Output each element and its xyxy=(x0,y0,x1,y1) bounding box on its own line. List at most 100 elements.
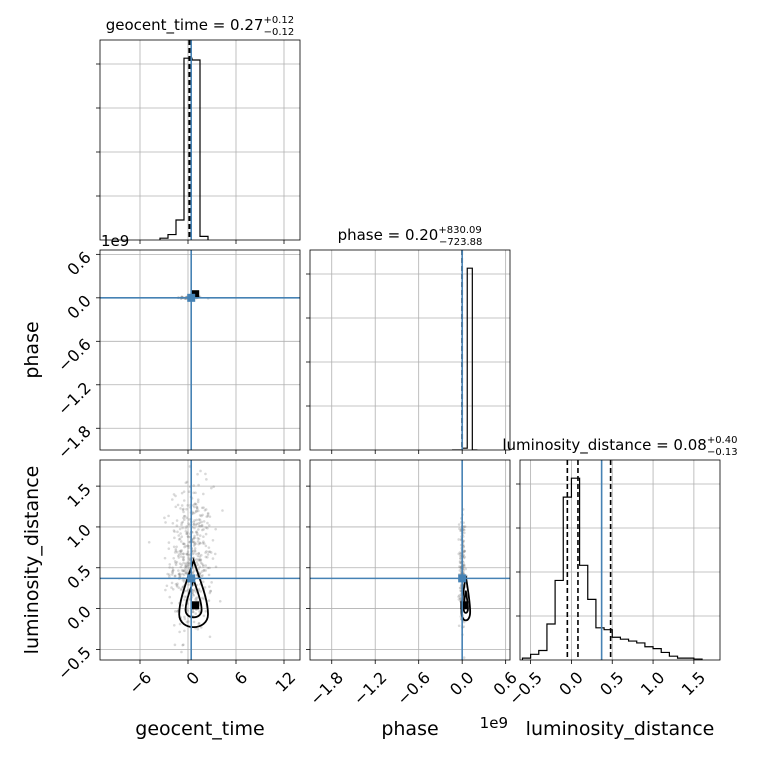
sample-point xyxy=(183,545,186,549)
sample-point xyxy=(179,550,183,554)
sample-point xyxy=(173,574,177,578)
sample-point xyxy=(202,568,206,572)
sample-point xyxy=(209,590,212,593)
sample-point xyxy=(201,574,204,577)
sample-point xyxy=(199,524,202,528)
sample-point xyxy=(174,548,178,551)
sample-point xyxy=(177,553,181,556)
sample-point xyxy=(459,597,462,601)
sample-point xyxy=(192,556,195,560)
sample-point xyxy=(194,596,198,600)
sample-point xyxy=(171,522,175,525)
sample-point xyxy=(187,583,191,586)
sample-point xyxy=(186,535,190,539)
y-tick-label: 1.5 xyxy=(63,480,94,511)
sample-point xyxy=(195,509,198,513)
sample-point xyxy=(462,525,466,529)
sample-point xyxy=(197,622,201,625)
sample-point xyxy=(204,564,208,567)
sample-point xyxy=(181,604,184,607)
sample-point xyxy=(193,526,196,530)
offset-label: 1e9 xyxy=(480,714,508,732)
sample-point xyxy=(191,567,195,570)
sample-point xyxy=(185,532,189,535)
sample-point xyxy=(182,555,185,559)
sample-point xyxy=(193,541,196,545)
sample-point xyxy=(199,469,202,473)
sample-point xyxy=(206,556,209,559)
sample-point xyxy=(174,582,178,586)
sample-point xyxy=(182,561,185,565)
sample-point xyxy=(197,587,201,591)
sample-point xyxy=(192,520,196,524)
truth-marker xyxy=(458,574,467,583)
sample-point xyxy=(200,562,204,566)
sample-point xyxy=(458,554,462,558)
sample-point xyxy=(178,549,182,553)
sample-point xyxy=(147,540,151,544)
axes-frame xyxy=(309,249,511,451)
sample-point xyxy=(206,521,209,525)
sample-point xyxy=(185,561,188,565)
sample-point xyxy=(175,519,179,522)
sample-point xyxy=(184,481,188,485)
sample-point xyxy=(183,514,187,518)
sample-point xyxy=(204,472,207,476)
sample-point xyxy=(459,589,462,592)
sample-point xyxy=(179,552,183,555)
sample-point xyxy=(186,544,190,548)
sample-point xyxy=(186,531,189,534)
y-axis-label-phase: phase xyxy=(21,321,43,378)
sample-point xyxy=(211,557,215,560)
sample-point xyxy=(196,533,199,537)
sample-point xyxy=(182,558,185,561)
y-axis-label-luminosity_distance: luminosity_distance xyxy=(21,466,43,655)
sample-point xyxy=(196,507,199,511)
sample-point xyxy=(199,590,203,593)
sample-point xyxy=(200,523,204,527)
sample-point xyxy=(175,550,179,554)
sample-point xyxy=(177,586,181,589)
sample-point xyxy=(183,595,186,599)
sample-point xyxy=(185,507,188,511)
sample-point xyxy=(184,571,187,575)
x-tick-label: 0 xyxy=(183,668,204,689)
sample-point xyxy=(182,507,185,511)
sample-point xyxy=(182,542,186,546)
sample-point xyxy=(181,569,185,573)
sample-point xyxy=(457,538,460,541)
sample-point xyxy=(457,624,461,628)
sample-point xyxy=(194,523,198,527)
sample-point xyxy=(199,558,203,561)
sample-point xyxy=(462,556,466,560)
sample-point xyxy=(462,572,466,575)
sample-point xyxy=(184,569,188,572)
sample-point xyxy=(181,526,184,530)
sample-point xyxy=(458,594,461,597)
sample-point xyxy=(463,549,467,553)
axes-frame xyxy=(99,39,301,241)
sample-point xyxy=(187,563,190,566)
sample-point xyxy=(184,526,188,530)
sample-point xyxy=(206,514,210,518)
sample-point xyxy=(187,518,191,521)
sample-point xyxy=(167,541,171,544)
sample-point xyxy=(462,531,466,535)
sample-point xyxy=(197,537,201,541)
sample-point xyxy=(209,551,213,554)
sample-point xyxy=(187,564,190,568)
sample-point xyxy=(194,503,198,506)
sample-point xyxy=(177,538,181,541)
sample-point xyxy=(200,570,204,573)
sample-point xyxy=(192,589,196,593)
sample-point xyxy=(179,549,183,552)
sample-point xyxy=(175,560,179,564)
sample-point xyxy=(462,528,466,532)
sample-point xyxy=(185,553,189,556)
sample-point xyxy=(182,569,186,573)
sample-point xyxy=(188,523,191,527)
sample-point xyxy=(458,527,461,530)
sample-point xyxy=(205,478,208,481)
sample-point xyxy=(462,550,465,554)
sample-point xyxy=(195,505,199,509)
